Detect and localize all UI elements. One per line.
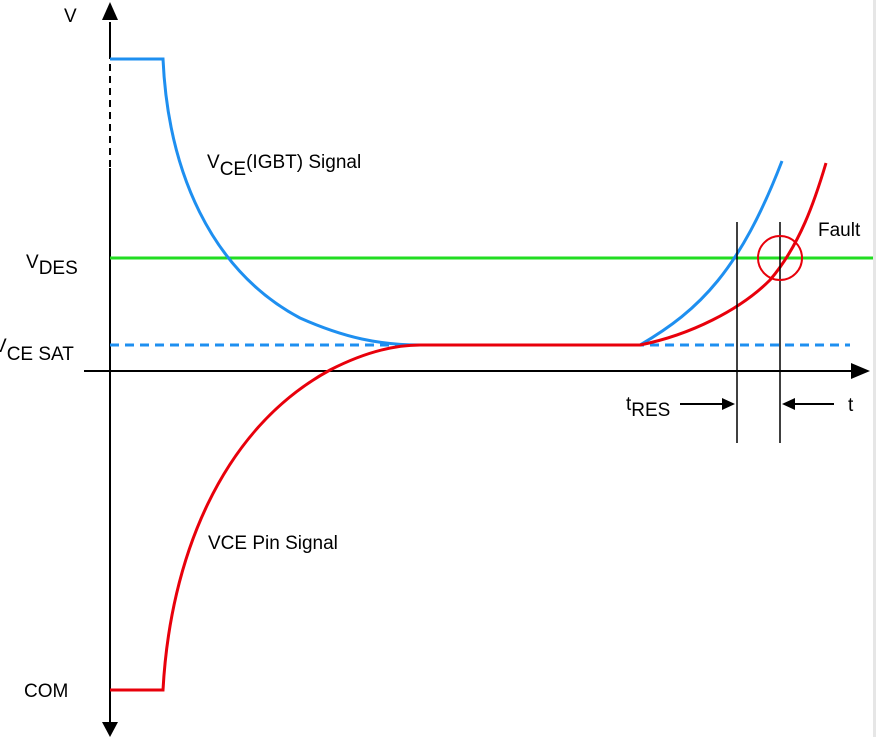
igbt-signal-label: VCE(IGBT) Signal <box>207 152 361 180</box>
x-axis-arrow <box>851 363 870 379</box>
y-axis-arrow-down <box>102 722 118 737</box>
window-edge <box>873 0 876 737</box>
vdes-label: VDES <box>26 252 78 279</box>
com-label: COM <box>24 681 68 702</box>
y-axis-label: V <box>64 6 77 27</box>
tres-label: tRES <box>626 394 670 421</box>
x-axis-label: t <box>848 395 854 416</box>
pin-signal-curve <box>110 162 828 692</box>
igbt-signal-curve <box>110 57 784 347</box>
tres-left-arrowhead <box>722 398 735 410</box>
pin-signal-label: VCE Pin Signal <box>208 533 338 554</box>
tres-right-arrowhead <box>782 398 795 410</box>
y-axis-arrow-up <box>102 2 118 20</box>
fault-label: Fault <box>818 220 861 241</box>
vcesat-label: VCE SAT <box>0 336 74 365</box>
fault-circle <box>757 235 803 281</box>
